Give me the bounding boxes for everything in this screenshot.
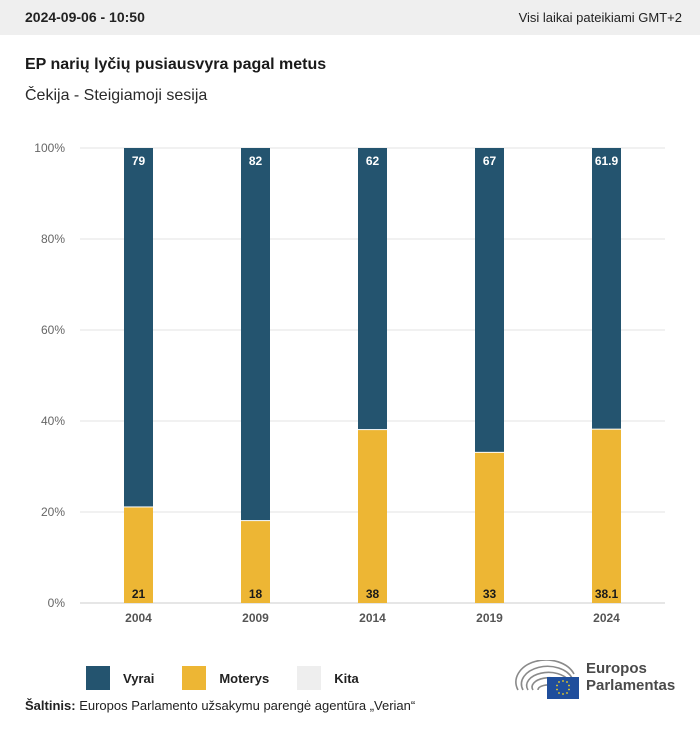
legend-item-other[interactable]: Kita <box>297 666 359 690</box>
x-tick-label: 2014 <box>359 611 386 625</box>
y-tick-label: 60% <box>41 323 65 337</box>
data-label-men: 61.9 <box>595 154 619 168</box>
legend-label: Vyrai <box>123 670 155 686</box>
chart-subtitle: Čekija - Steigiamoji sesija <box>25 87 208 104</box>
eu-flag-icon <box>547 677 579 699</box>
x-tick-label: 2009 <box>242 611 269 625</box>
source-note: Šaltinis: Europos Parlamento užsakymu pa… <box>25 698 415 713</box>
source-text: Europos Parlamento užsakymu parengė agen… <box>75 698 416 713</box>
data-label-women: 38.1 <box>595 587 619 601</box>
legend-swatch-men <box>86 666 110 690</box>
bar-women-2004[interactable] <box>124 507 153 603</box>
source-prefix: Šaltinis: <box>25 698 76 713</box>
y-tick-label: 40% <box>41 414 65 428</box>
bar-men-2009[interactable] <box>241 148 270 521</box>
legend-swatch-women <box>182 666 207 690</box>
x-axis: 2004 2009 2014 2019 2024 <box>125 611 620 625</box>
data-label-men: 62 <box>366 154 380 168</box>
bar-men-2014[interactable] <box>358 148 387 430</box>
x-tick-label: 2024 <box>593 611 620 625</box>
legend-swatch-other <box>297 666 322 690</box>
chart-title: EP narių lyčių pusiausvyra pagal metus <box>25 56 327 73</box>
logo-text: Europos Parlamentas <box>586 660 675 694</box>
data-label-men: 79 <box>132 154 146 168</box>
bars: 79 21 82 18 62 38 67 33 61.9 38.1 <box>124 148 621 603</box>
bar-men-2019[interactable] <box>475 148 504 452</box>
data-label-men: 67 <box>483 154 497 168</box>
data-label-women: 38 <box>366 587 380 601</box>
bar-women-2014[interactable] <box>358 430 387 603</box>
logo-line-1: Europos <box>586 660 647 677</box>
bar-women-2009[interactable] <box>241 521 270 603</box>
parliament-hemicycle-icon <box>515 659 579 699</box>
x-tick-label: 2019 <box>476 611 503 625</box>
y-tick-label: 100% <box>34 141 65 155</box>
data-label-women: 18 <box>249 587 263 601</box>
timezone-note: Visi laikai pateikiami GMT+2 <box>518 10 682 25</box>
x-tick-label: 2004 <box>125 611 152 625</box>
y-tick-label: 20% <box>41 505 65 519</box>
bar-women-2019[interactable] <box>475 452 504 603</box>
y-axis: 0% 20% 40% 60% 80% 100% <box>34 141 65 610</box>
y-tick-label: 0% <box>48 596 66 610</box>
top-bar: 2024-09-06 - 10:50 Visi laikai pateikiam… <box>0 0 700 35</box>
legend-item-men[interactable]: Vyrai <box>86 666 154 690</box>
bar-men-2004[interactable] <box>124 148 153 507</box>
legend-label: Moterys <box>219 670 270 686</box>
bar-men-2024[interactable] <box>592 148 621 429</box>
legend-item-women[interactable]: Moterys <box>182 666 269 690</box>
logo-line-2: Parlamentas <box>586 677 676 694</box>
data-label-men: 82 <box>249 154 263 168</box>
bar-women-2024[interactable] <box>592 429 621 603</box>
data-label-women: 21 <box>132 587 146 601</box>
datetime: 2024-09-06 - 10:50 <box>25 9 145 25</box>
stacked-bar-chart: 0% 20% 40% 60% 80% 100% 79 21 82 18 62 38 67 33 61.9 3… <box>34 141 665 625</box>
y-tick-label: 80% <box>41 232 65 246</box>
ep-logo: Europos Parlamentas <box>514 659 684 702</box>
data-label-women: 33 <box>483 587 497 601</box>
legend: Vyrai Moterys Kita <box>86 666 379 690</box>
legend-label: Kita <box>334 670 359 686</box>
